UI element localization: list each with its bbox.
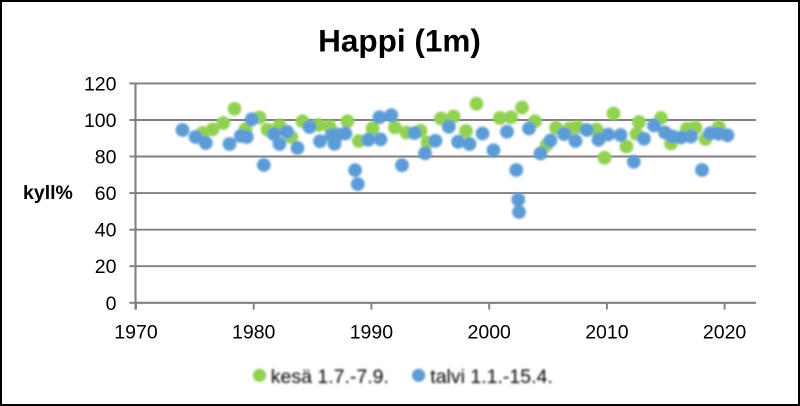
svg-text:100: 100: [84, 110, 117, 132]
svg-text:80: 80: [95, 147, 117, 169]
svg-text:kesä 1.7.-7.9.: kesä 1.7.-7.9.: [271, 366, 389, 388]
svg-text:40: 40: [95, 220, 117, 242]
svg-text:60: 60: [95, 183, 117, 205]
svg-text:1990: 1990: [350, 321, 394, 343]
svg-text:120: 120: [84, 73, 117, 95]
svg-text:kyll%: kyll%: [23, 182, 73, 204]
svg-text:2020: 2020: [703, 321, 747, 343]
svg-text:2010: 2010: [585, 321, 629, 343]
svg-text:0: 0: [106, 293, 117, 315]
svg-text:talvi 1.1.-15.4.: talvi 1.1.-15.4.: [430, 366, 552, 388]
svg-text:20: 20: [95, 256, 117, 278]
svg-text:2000: 2000: [468, 321, 512, 343]
svg-text:Happi (1m): Happi (1m): [318, 23, 481, 59]
svg-text:1980: 1980: [232, 321, 276, 343]
svg-text:1970: 1970: [114, 321, 158, 343]
